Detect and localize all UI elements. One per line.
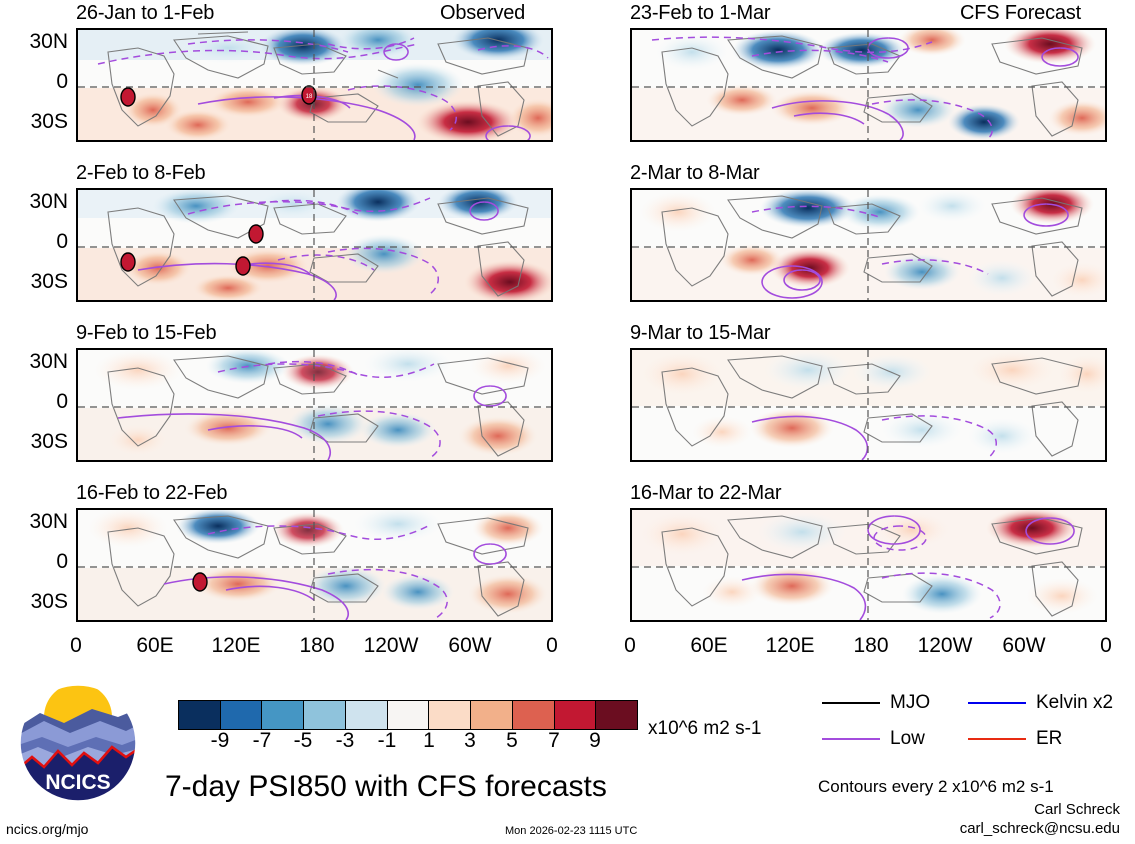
colorbar-swatch-8 bbox=[471, 701, 513, 729]
map-canvas bbox=[632, 190, 1105, 300]
xlabel-right-360: 0 bbox=[1100, 634, 1112, 657]
colorbar-tick-3: 3 bbox=[464, 729, 476, 752]
panel-title-obs-2: 2-Feb to 8-Feb bbox=[76, 162, 206, 184]
ylabel-30s-row2: 30S bbox=[30, 270, 68, 293]
ylabel-0-row1: 0 bbox=[56, 70, 68, 93]
ylabel-30n-row4: 30N bbox=[29, 510, 68, 533]
footer-timestamp: Mon 2026-02-23 1115 UTC bbox=[505, 825, 638, 837]
map-panel-obs-2[interactable] bbox=[76, 188, 553, 302]
ylabel-0-row4: 0 bbox=[56, 550, 68, 573]
panel-title-cfs-4: 16-Mar to 22-Mar bbox=[630, 482, 782, 504]
ylabel-30n-row2: 30N bbox=[29, 190, 68, 213]
legend-swatch-mjo bbox=[822, 702, 880, 704]
ylabel-0-row2: 0 bbox=[56, 230, 68, 253]
ncics-logo-graphic: NCICS bbox=[19, 684, 137, 802]
colorbar-tick-1: 1 bbox=[423, 729, 435, 752]
xlabel-right-120w: 120W bbox=[917, 634, 973, 657]
colorbar-swatch-4 bbox=[304, 701, 346, 729]
panel-title-obs-4: 16-Feb to 22-Feb bbox=[76, 482, 228, 504]
contour-interval-note: Contours every 2 x10^6 m2 s-1 bbox=[818, 777, 1054, 796]
xlabel-right-60w: 60W bbox=[1002, 634, 1046, 657]
map-canvas bbox=[78, 510, 551, 620]
map-canvas bbox=[632, 510, 1105, 620]
xlabel-left-60e: 60E bbox=[136, 634, 174, 657]
ylabel-30n-row3: 30N bbox=[29, 350, 68, 373]
ncics-logo: NCICS bbox=[18, 683, 138, 803]
panel-title-cfs-1: 23-Feb to 1-Mar bbox=[630, 2, 771, 24]
colorbar-swatch-10 bbox=[554, 701, 597, 729]
legend-swatch-er bbox=[968, 738, 1026, 740]
credit-email: carl_schreck@ncsu.edu bbox=[959, 820, 1120, 837]
ncics-logo-text: NCICS bbox=[45, 771, 110, 794]
map-panel-cfs-2[interactable] bbox=[630, 188, 1107, 302]
xlabel-left-0: 0 bbox=[70, 634, 82, 657]
xlabel-left-360: 0 bbox=[546, 634, 558, 657]
colorbar-tick--1: -1 bbox=[377, 729, 397, 752]
colorbar-tick--3: -3 bbox=[335, 729, 355, 752]
xlabel-right-60e: 60E bbox=[690, 634, 728, 657]
map-panel-obs-3[interactable] bbox=[76, 348, 553, 462]
colorbar-swatch-11 bbox=[596, 701, 638, 729]
column-header-cfs: CFS Forecast bbox=[960, 2, 1081, 24]
colorbar-units: x10^6 m2 s-1 bbox=[648, 718, 762, 739]
footer-website[interactable]: ncics.org/mjo bbox=[6, 821, 89, 837]
colorbar[interactable] bbox=[178, 700, 638, 730]
panel-title-cfs-3: 9-Mar to 15-Mar bbox=[630, 322, 771, 344]
ylabel-30s-row4: 30S bbox=[30, 590, 68, 613]
colorbar-tick--9: -9 bbox=[210, 729, 230, 752]
ylabel-0-row3: 0 bbox=[56, 390, 68, 413]
colorbar-tick-9: 9 bbox=[589, 729, 601, 752]
xlabel-right-120e: 120E bbox=[765, 634, 815, 657]
colorbar-swatch-5 bbox=[345, 701, 388, 729]
ylabel-30n-row1: 30N bbox=[29, 30, 68, 53]
colorbar-swatch-6 bbox=[387, 701, 430, 729]
map-panel-obs-4[interactable] bbox=[76, 508, 553, 622]
credit-author: Carl Schreck bbox=[1034, 801, 1120, 818]
colorbar-tick-7: 7 bbox=[548, 729, 560, 752]
map-canvas bbox=[632, 30, 1105, 140]
column-header-observed: Observed bbox=[440, 2, 526, 24]
ylabel-30s-row1: 30S bbox=[30, 110, 68, 133]
legend-swatch-kelvin bbox=[968, 702, 1026, 704]
xlabel-left-120e: 120E bbox=[211, 634, 261, 657]
panel-title-obs-3: 9-Feb to 15-Feb bbox=[76, 322, 217, 344]
colorbar-swatch-2 bbox=[220, 701, 263, 729]
legend-label-mjo: MJO bbox=[890, 692, 931, 713]
legend-label-kelvin: Kelvin x2 bbox=[1036, 692, 1114, 713]
legend-label-er: ER bbox=[1036, 728, 1063, 749]
xlabel-left-180: 180 bbox=[299, 634, 335, 657]
legend-swatch-low bbox=[822, 738, 880, 740]
colorbar-swatch-3 bbox=[262, 701, 305, 729]
panel-title-obs-1: 26-Jan to 1-Feb bbox=[76, 2, 215, 24]
xlabel-right-180: 180 bbox=[853, 634, 889, 657]
colorbar-tick--5: -5 bbox=[293, 729, 313, 752]
ylabel-30s-row3: 30S bbox=[30, 430, 68, 453]
xlabel-left-120w: 120W bbox=[363, 634, 419, 657]
map-canvas bbox=[78, 350, 551, 460]
legend-label-low: Low bbox=[890, 728, 925, 749]
map-canvas: 18 bbox=[78, 30, 551, 140]
map-canvas bbox=[632, 350, 1105, 460]
colorbar-swatch-7 bbox=[429, 701, 472, 729]
map-panel-cfs-4[interactable] bbox=[630, 508, 1107, 622]
map-panel-cfs-1[interactable] bbox=[630, 28, 1107, 142]
figure-main-title: 7-day PSI850 with CFS forecasts bbox=[165, 770, 607, 803]
map-canvas bbox=[78, 190, 551, 300]
xlabel-right-0: 0 bbox=[624, 634, 636, 657]
colorbar-tick-5: 5 bbox=[506, 729, 518, 752]
map-panel-cfs-3[interactable] bbox=[630, 348, 1107, 462]
map-panel-obs-1[interactable]: 18 bbox=[76, 28, 553, 142]
colorbar-swatch-9 bbox=[512, 701, 555, 729]
svg-text:18: 18 bbox=[306, 94, 313, 100]
xlabel-left-60w: 60W bbox=[448, 634, 492, 657]
colorbar-tick--7: -7 bbox=[252, 729, 272, 752]
colorbar-swatch-1 bbox=[179, 701, 221, 729]
panel-title-cfs-2: 2-Mar to 8-Mar bbox=[630, 162, 760, 184]
